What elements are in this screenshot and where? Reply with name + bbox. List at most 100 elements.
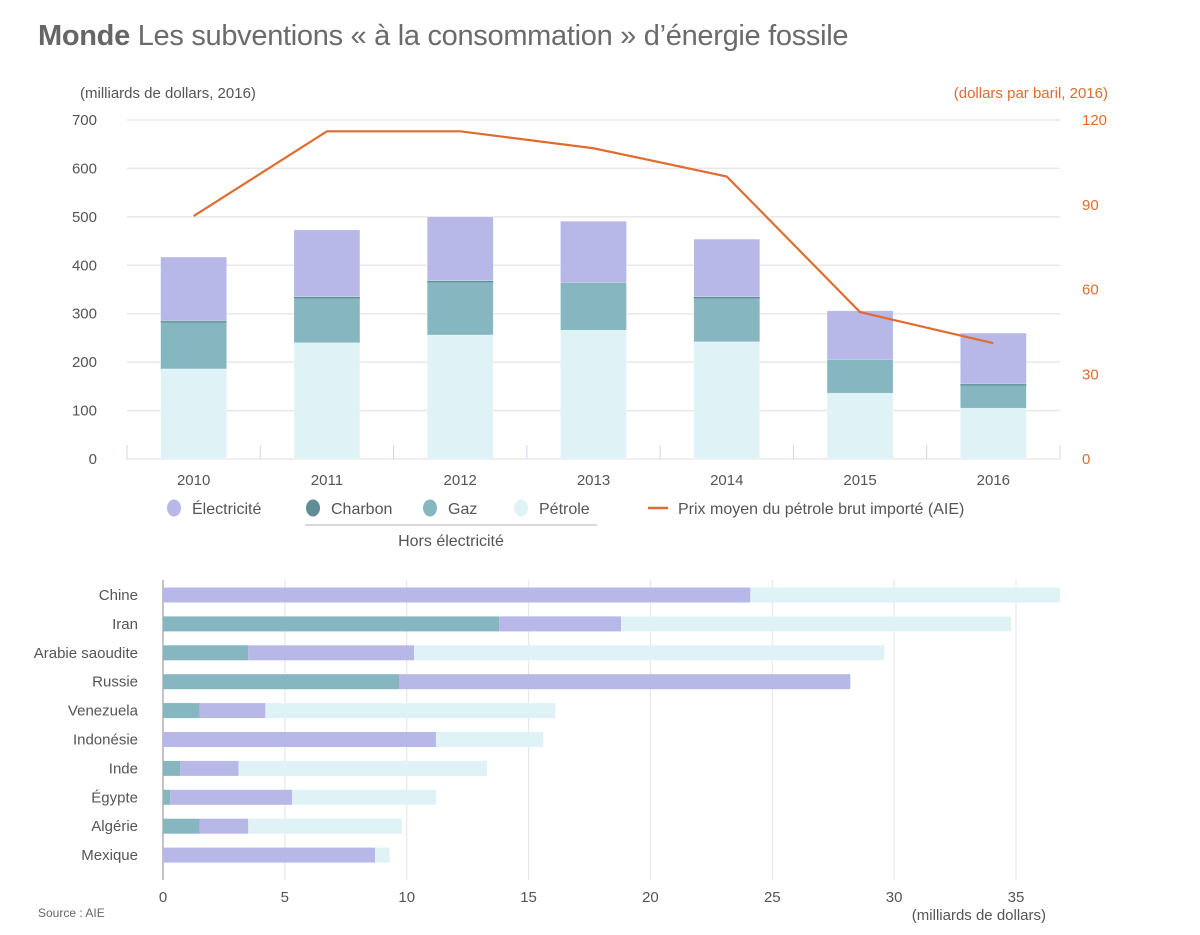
x-tick-label: 5 bbox=[281, 889, 289, 906]
bar-segment-petrole-Algérie bbox=[248, 818, 402, 834]
legend-group-label: Hors électricité bbox=[398, 533, 504, 550]
x-tick-label: 2010 bbox=[177, 472, 210, 489]
y-tick-label: 0 bbox=[89, 451, 97, 468]
legend-item-charbon[interactable]: Charbon bbox=[306, 499, 392, 519]
bar-segment-petrole-2010 bbox=[160, 368, 227, 460]
bar-segment-electricite-2013 bbox=[560, 220, 627, 283]
x-tick-label: 2015 bbox=[843, 472, 876, 489]
bar-segment-petrole-2015 bbox=[826, 392, 894, 460]
legend-swatch-electricite bbox=[167, 499, 181, 517]
chart-title: Monde Les subventions « à la consommatio… bbox=[38, 20, 849, 53]
category-label: Iran bbox=[112, 616, 138, 633]
legend-item-gaz[interactable]: Gaz bbox=[423, 499, 477, 519]
bar-segment-gaz-2011 bbox=[293, 297, 361, 344]
y-tick-label: 400 bbox=[72, 257, 97, 274]
bar-segment-petrole-Inde bbox=[238, 760, 488, 776]
category-label: Chine bbox=[99, 587, 138, 604]
bar-segment-petrole-2011 bbox=[293, 342, 361, 460]
legend-item-prix[interactable]: Prix moyen du pétrole brut importé (AIE) bbox=[648, 501, 964, 518]
category-label: Indonésie bbox=[73, 732, 138, 749]
x-tick-label: 2016 bbox=[977, 472, 1010, 489]
category-label: Arabie saoudite bbox=[34, 645, 138, 662]
y2-tick-label: 60 bbox=[1082, 282, 1099, 299]
bar-segment-petrole-2016 bbox=[960, 407, 1027, 460]
bar-segment-electricite-2011 bbox=[293, 229, 361, 298]
bar-segment-petrole-Chine bbox=[750, 587, 1060, 603]
bar-segment-electricite-Algérie bbox=[199, 818, 249, 834]
bar-segment-electricite-2010 bbox=[160, 256, 227, 322]
y-tick-label: 200 bbox=[72, 354, 97, 371]
y2-tick-label: 120 bbox=[1082, 112, 1107, 129]
bar-segment-petrole-Indonésie bbox=[435, 732, 544, 747]
bar-segment-charbon-2012 bbox=[427, 280, 494, 283]
bar-segment-gaz-2016 bbox=[960, 384, 1027, 409]
chart-title-bold: Monde bbox=[38, 20, 130, 52]
bar-segment-electricite-Mexique bbox=[163, 847, 376, 863]
y-tick-label: 100 bbox=[72, 403, 97, 420]
legend-swatch-petrole bbox=[514, 499, 528, 517]
legend-label: Électricité bbox=[192, 499, 261, 518]
category-label: Russie bbox=[92, 674, 138, 691]
bar-segment-petrole-Iran bbox=[621, 616, 1012, 632]
bar-segment-electricite-Égypte bbox=[170, 789, 293, 805]
legend-item-electricite[interactable]: Électricité bbox=[167, 499, 261, 518]
bar-segment-gaz-2010 bbox=[160, 321, 227, 370]
y2-tick-label: 30 bbox=[1082, 366, 1099, 383]
category-label: Inde bbox=[109, 760, 138, 777]
bar-segment-electricite-2016 bbox=[960, 332, 1027, 385]
x-tick-label: 10 bbox=[398, 889, 415, 906]
x-tick-label: 15 bbox=[520, 889, 537, 906]
legend-label: Prix moyen du pétrole brut importé (AIE) bbox=[678, 501, 964, 518]
bar-segment-gaz-2014 bbox=[693, 297, 761, 343]
x-tick-label: 35 bbox=[1008, 889, 1025, 906]
bar-segment-gaz-Venezuela bbox=[163, 703, 200, 719]
y2-axis-label: (dollars par baril, 2016) bbox=[954, 85, 1108, 102]
legend-label: Charbon bbox=[331, 501, 392, 518]
bar-segment-gaz-2013 bbox=[560, 281, 627, 331]
bar-segment-electricite-Venezuela bbox=[199, 703, 266, 719]
bar-segment-electricite-2012 bbox=[426, 216, 494, 282]
x-tick-label: 30 bbox=[886, 889, 903, 906]
x-axis-label: (milliards de dollars) bbox=[912, 907, 1046, 924]
y-tick-label: 700 bbox=[72, 112, 97, 129]
x-tick-label: 2012 bbox=[444, 472, 477, 489]
bar-segment-electricite-Iran bbox=[499, 616, 622, 632]
bottom-chart: 0 5 10 15 20 25 30 35 Chine Iran Arabie saoudite R… bbox=[34, 580, 1060, 924]
bar-segment-electricite-Chine bbox=[163, 587, 751, 603]
bar-segment-electricite-Arabie saoudite bbox=[248, 645, 415, 661]
bar-segment-charbon-2010 bbox=[160, 320, 227, 323]
legend-item-petrole[interactable]: Pétrole bbox=[514, 499, 590, 519]
y-tick-label: 600 bbox=[72, 160, 97, 177]
bar-segment-gaz-Égypte bbox=[163, 789, 171, 805]
bar-segment-gaz-Iran bbox=[163, 616, 500, 632]
bar-segment-electricite-Inde bbox=[180, 760, 239, 776]
bar-segment-petrole-2013 bbox=[560, 329, 627, 460]
y2-tick-label: 90 bbox=[1082, 197, 1099, 214]
legend-label: Gaz bbox=[448, 501, 477, 518]
bar-segment-charbon-2011 bbox=[293, 296, 360, 299]
bar-segment-petrole-Égypte bbox=[292, 789, 436, 805]
x-tick-label: 2014 bbox=[710, 472, 743, 489]
bar-segment-electricite-Indonésie bbox=[163, 732, 436, 747]
bar-segment-petrole-2012 bbox=[426, 334, 494, 460]
bar-segment-charbon-2014 bbox=[693, 296, 760, 299]
x-tick-label: 25 bbox=[764, 889, 781, 906]
bar-segment-petrole-Mexique bbox=[375, 847, 390, 863]
category-label: Algérie bbox=[91, 818, 138, 835]
bar-segment-petrole-Venezuela bbox=[265, 703, 556, 719]
bar-segment-petrole-2014 bbox=[693, 341, 761, 460]
source-note: Source : AIE bbox=[38, 906, 105, 920]
x-tick-label: 0 bbox=[159, 889, 167, 906]
bar-segment-electricite-2014 bbox=[693, 238, 761, 298]
chart-title-rest: Les subventions « à la consommation » d’… bbox=[137, 20, 849, 52]
bar-segment-gaz-2012 bbox=[426, 281, 494, 336]
bar-segment-gaz-Arabie saoudite bbox=[163, 645, 249, 661]
bar-segment-gaz-Inde bbox=[163, 760, 181, 776]
top-chart: (milliards de dollars, 2016) (dollars pa… bbox=[72, 85, 1108, 550]
x-tick-label: 2013 bbox=[577, 472, 610, 489]
bar-segment-electricite-Russie bbox=[399, 674, 851, 690]
x-tick-label: 2011 bbox=[311, 472, 343, 489]
y-axis-label: (milliards de dollars, 2016) bbox=[80, 85, 256, 102]
bar-segment-charbon-2016 bbox=[960, 383, 1027, 386]
legend: Électricité Charbon Gaz Pétrole Prix moyen d… bbox=[167, 499, 964, 550]
